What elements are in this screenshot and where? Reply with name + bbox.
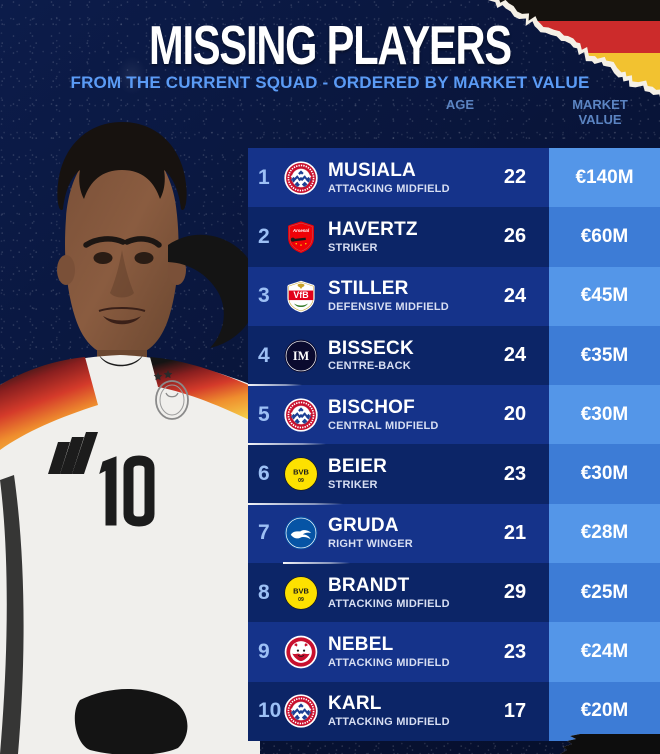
svg-text:09: 09 xyxy=(298,597,304,603)
svg-text:VfB: VfB xyxy=(293,290,308,300)
svg-text:09: 09 xyxy=(298,478,304,484)
svg-text:Arsenal: Arsenal xyxy=(292,228,310,233)
svg-text:IM: IM xyxy=(293,349,310,363)
svg-text:BVB: BVB xyxy=(293,586,309,595)
svg-text:BVB: BVB xyxy=(293,468,309,477)
